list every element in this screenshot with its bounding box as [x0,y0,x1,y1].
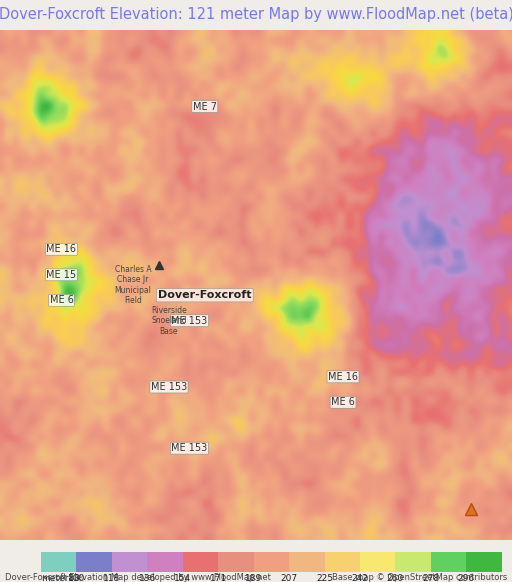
Bar [289,552,325,572]
Text: meter83: meter83 [41,574,80,582]
Text: 154: 154 [174,574,191,582]
Text: ME 15: ME 15 [47,270,76,280]
Bar [112,552,147,572]
Bar [466,552,502,572]
Text: ME 7: ME 7 [193,101,217,112]
Bar [76,552,112,572]
Bar [183,552,218,572]
Bar [325,552,360,572]
Text: 136: 136 [139,574,156,582]
Text: 296: 296 [458,574,475,582]
Text: 207: 207 [281,574,297,582]
Text: ME 6: ME 6 [50,295,73,306]
Text: Dover-Foxcroft: Dover-Foxcroft [158,290,251,300]
Bar [253,552,289,572]
Text: ME 153: ME 153 [172,315,207,326]
Text: 242: 242 [352,574,369,582]
Text: ME 16: ME 16 [47,244,76,254]
Text: Dover-Foxcroft Elevation: 121 meter Map by www.FloodMap.net (beta): Dover-Foxcroft Elevation: 121 meter Map … [0,8,512,23]
Text: ME 16: ME 16 [328,372,358,382]
Text: Base map © OpenStreetMap contributors: Base map © OpenStreetMap contributors [332,573,507,582]
Text: 260: 260 [387,574,404,582]
Text: Riverside
Snoeland
Base: Riverside Snoeland Base [151,306,187,336]
Bar [218,552,253,572]
Bar [360,552,395,572]
Text: 189: 189 [245,574,262,582]
Text: 225: 225 [316,574,333,582]
Text: Dover-Foxcroft Elevation Map developed by www.FloodMap.net: Dover-Foxcroft Elevation Map developed b… [5,573,271,582]
Text: 171: 171 [209,574,227,582]
Text: Charles A
Chase Jr
Municipal
Field: Charles A Chase Jr Municipal Field [115,265,152,305]
Text: 278: 278 [422,574,439,582]
Text: 118: 118 [103,574,120,582]
Bar [395,552,431,572]
Text: ME 153: ME 153 [151,382,187,392]
Bar [147,552,183,572]
Text: ME 153: ME 153 [172,443,207,453]
Text: 100: 100 [68,574,85,582]
Bar [41,552,76,572]
Bar [431,552,466,572]
Text: ME 6: ME 6 [331,398,355,407]
